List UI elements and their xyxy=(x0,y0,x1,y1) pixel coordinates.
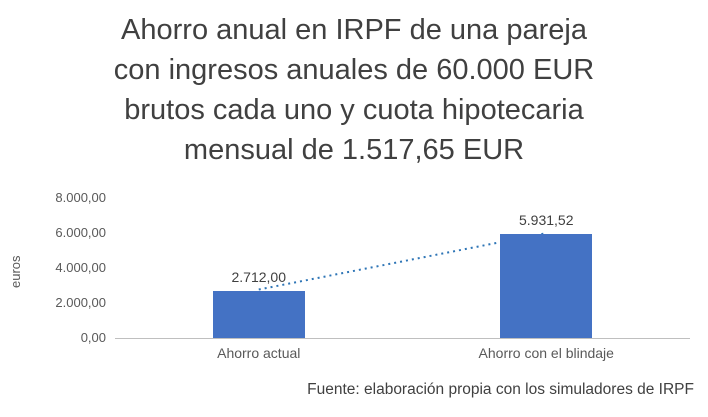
plot-area: 2.712,00 5.931,52 xyxy=(115,198,690,339)
y-tick-label: 8.000,00 xyxy=(55,190,106,205)
data-label: 5.931,52 xyxy=(519,212,574,229)
category-label: Ahorro actual xyxy=(217,345,301,361)
category-label: Ahorro con el blindaje xyxy=(478,345,614,361)
bar-series-0-item-0 xyxy=(212,290,305,338)
trendline xyxy=(258,232,547,291)
bar-series-0-item-1 xyxy=(500,234,593,338)
chart-title-line: mensual de 1.517,65 EUR xyxy=(183,134,525,166)
chart-title-line: Ahorro anual en IRPF de una pareja xyxy=(121,14,587,46)
chart-title-line: brutos cada uno y cuota hipotecaria xyxy=(124,94,584,126)
source-note: Fuente: elaboración propia con los simul… xyxy=(307,381,694,398)
y-tick-label: 4.000,00 xyxy=(55,260,106,275)
y-tick-label: 0,00 xyxy=(80,330,106,345)
chart-title: Ahorro anual en IRPF de una pareja con i… xyxy=(24,10,684,170)
data-label: 2.712,00 xyxy=(231,268,287,285)
y-tick-label: 2.000,00 xyxy=(55,295,106,310)
chart-title-line: con ingresos anuales de 60.000 EUR xyxy=(113,54,595,86)
x-axis-labels: Ahorro actual Ahorro con el blindaje xyxy=(115,344,690,364)
y-tick-label: 6.000,00 xyxy=(55,225,106,240)
y-axis-tick-labels: 0,00 2.000,00 4.000,00 6.000,00 8.000,00 xyxy=(0,190,106,345)
